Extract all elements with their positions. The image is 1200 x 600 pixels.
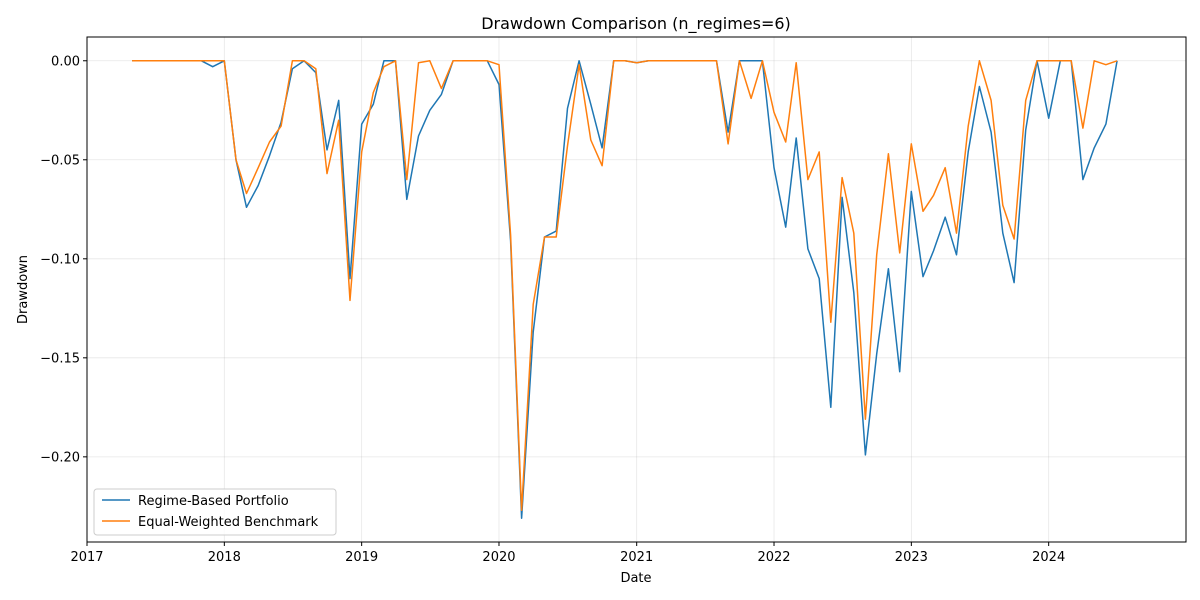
y-tick-label: −0.15 — [40, 351, 80, 366]
x-tick-label: 2024 — [1032, 550, 1065, 565]
series-layer — [132, 60, 1118, 519]
y-tick-label: 0.00 — [51, 54, 80, 69]
x-tick-label: 2020 — [482, 550, 515, 565]
x-tick-label: 2022 — [757, 550, 790, 565]
legend-box — [93, 488, 337, 536]
x-tick-label: 2021 — [620, 550, 653, 565]
legend-label-benchmark: Equal-Weighted Benchmark — [138, 515, 319, 530]
x-axis-label: Date — [620, 571, 651, 586]
y-tick-label: −0.20 — [40, 450, 80, 465]
legend: Regime-Based Portfolio Equal-Weighted Be… — [93, 488, 337, 536]
y-tick-label: −0.10 — [40, 252, 80, 267]
chart-title: Drawdown Comparison (n_regimes=6) — [481, 14, 791, 34]
y-tick-label: −0.05 — [40, 153, 80, 168]
y-axis-label: Drawdown — [16, 255, 31, 324]
x-tick-label: 2018 — [208, 550, 241, 565]
x-tick-label: 2017 — [70, 550, 103, 565]
grid — [86, 37, 1186, 542]
series-line-benchmark — [132, 60, 1118, 512]
x-tick-label: 2019 — [345, 550, 378, 565]
ticks: 2017 2018 2019 2020 2021 2022 2023 2024 0.00 −0.0… — [40, 54, 1065, 565]
x-tick-label: 2023 — [895, 550, 928, 565]
legend-label-regime: Regime-Based Portfolio — [138, 494, 289, 509]
